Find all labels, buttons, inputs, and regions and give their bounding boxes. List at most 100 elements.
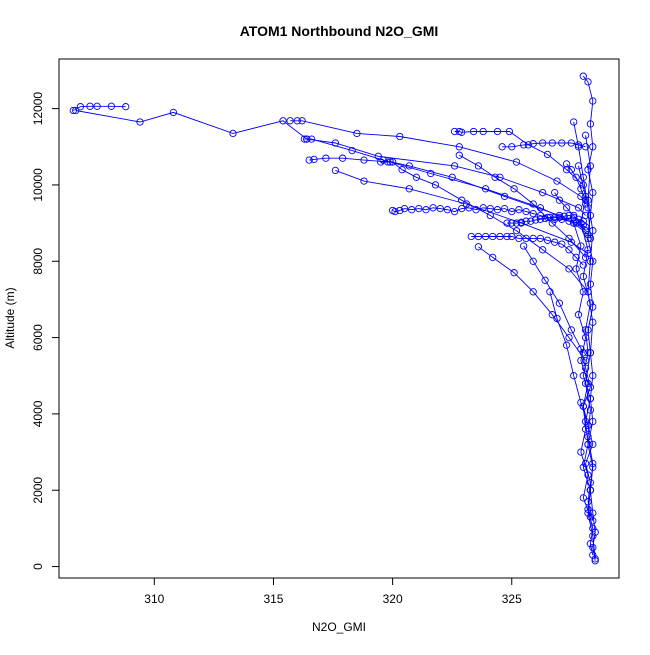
data-point — [522, 234, 530, 243]
data-point — [515, 206, 523, 214]
data-point — [586, 406, 595, 414]
data-point — [520, 141, 528, 149]
x-tick-label: 310 — [144, 592, 164, 606]
series-11 — [474, 243, 590, 365]
data-point — [510, 185, 518, 193]
data-point — [584, 326, 592, 334]
data-point — [589, 532, 597, 540]
data-point — [450, 207, 459, 216]
data-point — [586, 486, 595, 494]
data-point — [555, 213, 564, 222]
series-4 — [300, 135, 590, 231]
series-line — [549, 291, 589, 426]
data-point — [539, 188, 547, 197]
data-point — [429, 204, 437, 212]
data-layer — [69, 72, 599, 565]
series-line — [75, 110, 586, 216]
data-point — [555, 196, 564, 204]
data-point — [322, 154, 330, 162]
data-point — [489, 253, 497, 262]
data-point — [508, 219, 516, 227]
x-tick-label: 315 — [263, 592, 283, 606]
data-point — [584, 349, 592, 357]
data-point — [567, 139, 575, 147]
series-8 — [450, 127, 587, 189]
data-point — [581, 143, 590, 151]
data-point — [400, 204, 409, 213]
data-point — [584, 166, 592, 174]
data-point — [458, 196, 466, 204]
data-point — [579, 72, 587, 80]
data-point — [536, 234, 545, 243]
series-2 — [286, 117, 590, 208]
data-point — [517, 218, 525, 226]
data-point — [458, 128, 466, 136]
data-point — [579, 217, 587, 225]
data-point — [443, 206, 452, 214]
data-point — [586, 162, 595, 170]
data-point — [422, 206, 430, 214]
data-point — [562, 166, 571, 174]
data-point — [581, 253, 590, 262]
data-point — [546, 288, 554, 296]
data-point — [591, 555, 599, 563]
data-point — [448, 173, 456, 181]
data-point — [529, 234, 537, 243]
data-point — [567, 166, 575, 174]
data-point — [581, 364, 590, 372]
data-point — [553, 177, 561, 185]
data-point — [555, 299, 564, 307]
data-point — [581, 459, 590, 468]
data-point — [581, 333, 590, 342]
data-point — [310, 155, 318, 164]
data-point — [548, 311, 556, 319]
y-tick-label: 10000 — [31, 168, 45, 202]
data-point — [584, 288, 592, 296]
data-point — [586, 211, 595, 220]
y-tick-label: 2000 — [31, 477, 45, 504]
data-point — [491, 173, 499, 181]
data-point — [589, 257, 597, 265]
data-point — [570, 219, 578, 227]
data-point — [396, 206, 404, 215]
series-10 — [467, 232, 587, 269]
y-tick-label: 12000 — [31, 92, 45, 126]
data-point — [579, 173, 587, 181]
data-point — [307, 135, 316, 143]
series-13 — [498, 139, 590, 151]
data-point — [565, 211, 573, 220]
data-point — [562, 341, 571, 349]
data-point — [469, 127, 478, 136]
data-point — [589, 227, 597, 235]
data-point — [574, 162, 583, 170]
data-point — [86, 102, 94, 110]
data-point — [565, 333, 573, 342]
data-point — [589, 372, 597, 380]
data-point — [565, 234, 573, 243]
data-point — [558, 139, 566, 147]
data-point — [555, 211, 564, 220]
series-9 — [455, 151, 590, 262]
data-point — [122, 103, 130, 111]
data-point — [570, 372, 578, 380]
data-point — [293, 117, 301, 125]
data-point — [169, 108, 178, 117]
series-22 — [570, 219, 595, 521]
data-point — [396, 132, 404, 141]
data-point — [565, 265, 573, 273]
series-19 — [579, 72, 599, 565]
series-23 — [577, 345, 597, 525]
series-7 — [388, 204, 587, 229]
series-line — [585, 135, 596, 559]
data-point — [586, 234, 595, 243]
data-point — [474, 162, 483, 170]
data-point — [589, 543, 597, 552]
data-point — [584, 421, 592, 430]
data-point — [489, 232, 497, 241]
data-point — [579, 261, 587, 269]
data-point — [286, 117, 294, 125]
series-line — [523, 245, 584, 354]
series-line — [454, 131, 584, 186]
series-1 — [72, 106, 590, 220]
data-point — [522, 207, 530, 216]
